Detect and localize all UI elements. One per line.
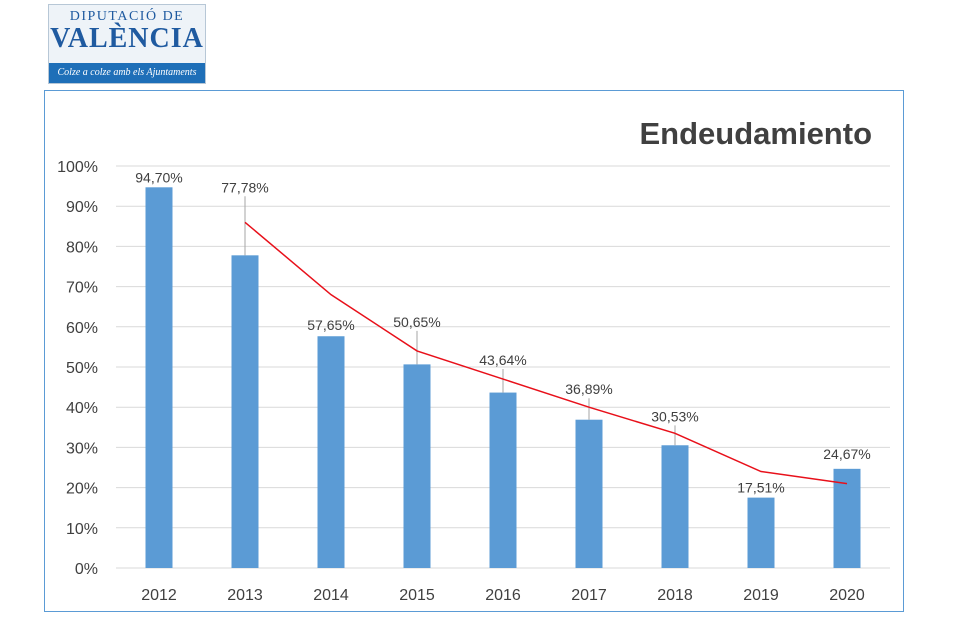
y-tick-label: 10% [66, 521, 98, 538]
y-tick-label: 60% [66, 320, 98, 337]
x-tick-label: 2018 [657, 587, 693, 604]
y-tick-label: 20% [66, 481, 98, 498]
data-label: 57,65% [307, 317, 354, 333]
logo-tagline: Colze a colze amb els Ajuntaments [49, 63, 205, 83]
data-label: 17,51% [737, 480, 784, 496]
chart-frame [44, 90, 904, 612]
bar-2020 [833, 468, 861, 568]
data-label: 43,64% [479, 352, 526, 368]
data-label: 50,65% [393, 314, 440, 330]
x-tick-label: 2013 [227, 587, 263, 604]
bars [145, 187, 861, 568]
x-axis-tick-labels: 2012 2013 2014 2015 2016 2017 2018 2019 2020 [141, 587, 865, 604]
data-label: 77,78% [221, 179, 268, 195]
bar-2013 [231, 255, 259, 568]
label-connectors [244, 196, 676, 446]
y-tick-label: 50% [66, 360, 98, 377]
y-tick-label: 30% [66, 440, 98, 457]
bar-2014 [317, 336, 345, 568]
data-label: 94,70% [135, 169, 182, 185]
x-tick-label: 2020 [829, 587, 865, 604]
x-tick-label: 2012 [141, 587, 177, 604]
y-axis-tick-labels: 0% 10% 20% 30% 40% 50% 60% 70% 80% 90% 100% [57, 159, 98, 578]
x-tick-label: 2019 [743, 587, 779, 604]
y-tick-label: 90% [66, 199, 98, 216]
y-tick-label: 100% [57, 159, 98, 176]
data-label: 24,67% [823, 446, 870, 462]
bar-2012 [145, 187, 173, 568]
y-tick-label: 40% [66, 400, 98, 417]
y-tick-label: 80% [66, 239, 98, 256]
bar-2019 [747, 497, 775, 568]
bar-2018 [661, 445, 689, 568]
trend-line [244, 221, 848, 485]
trend-line-path [244, 221, 848, 485]
diputacio-valencia-logo: DIPUTACIÓ DE VALÈNCIA Colze a colze amb … [48, 4, 206, 84]
logo-line2: VALÈNCIA [50, 23, 204, 54]
y-tick-label: 0% [75, 561, 98, 578]
x-tick-label: 2016 [485, 587, 521, 604]
data-labels: 94,70% 77,78% 57,65% 50,65% 43,64% 36,89% 30,5… [135, 169, 870, 495]
bar-2017 [575, 419, 603, 568]
bar-2016 [489, 392, 517, 568]
chart-title: Endeudamiento [639, 116, 872, 151]
data-label: 36,89% [565, 381, 612, 397]
x-tick-label: 2015 [399, 587, 435, 604]
logo-line1: DIPUTACIÓ DE [69, 9, 185, 24]
data-label: 30,53% [651, 408, 698, 424]
x-tick-label: 2017 [571, 587, 607, 604]
y-tick-label: 70% [66, 280, 98, 297]
bar-2015 [403, 364, 431, 568]
x-tick-label: 2014 [313, 587, 349, 604]
